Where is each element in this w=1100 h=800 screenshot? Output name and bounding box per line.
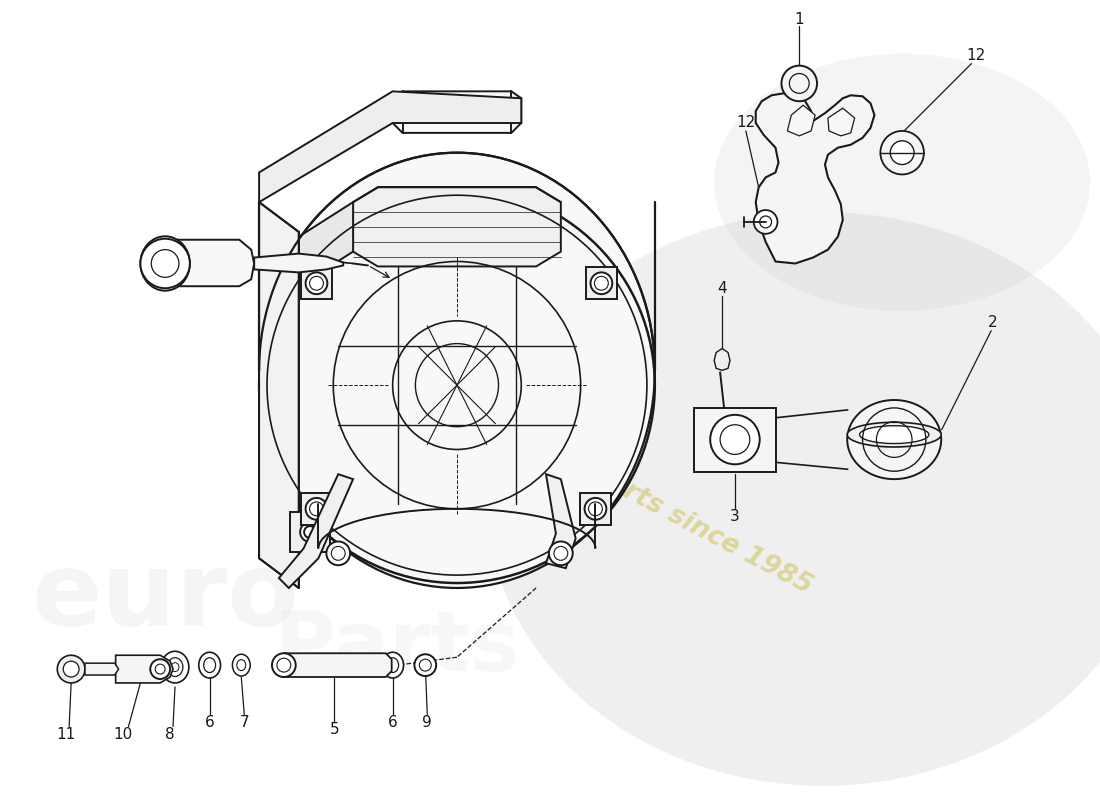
Circle shape: [300, 522, 320, 542]
Polygon shape: [85, 663, 119, 675]
Polygon shape: [694, 408, 776, 472]
Polygon shape: [165, 240, 254, 286]
Ellipse shape: [162, 651, 189, 683]
Circle shape: [584, 498, 606, 520]
Ellipse shape: [141, 236, 190, 290]
Circle shape: [141, 238, 190, 288]
Ellipse shape: [382, 652, 404, 678]
Polygon shape: [116, 655, 173, 683]
Text: passion for Parts since 1985: passion for Parts since 1985: [433, 379, 817, 599]
Text: Parts: Parts: [275, 607, 520, 688]
Text: 6: 6: [205, 715, 214, 730]
Text: 1: 1: [794, 12, 804, 26]
Circle shape: [880, 131, 924, 174]
Ellipse shape: [714, 54, 1090, 311]
Text: 9: 9: [422, 715, 432, 730]
Text: 4: 4: [717, 281, 727, 296]
Circle shape: [57, 655, 85, 683]
Text: 6: 6: [388, 715, 397, 730]
Circle shape: [415, 654, 437, 676]
Circle shape: [63, 661, 79, 677]
Polygon shape: [254, 254, 343, 272]
Polygon shape: [756, 94, 874, 263]
Text: 5: 5: [330, 722, 339, 737]
Ellipse shape: [859, 426, 928, 443]
Polygon shape: [290, 512, 330, 552]
Text: 8: 8: [165, 727, 175, 742]
Circle shape: [591, 272, 613, 294]
Polygon shape: [580, 493, 612, 525]
Ellipse shape: [199, 652, 220, 678]
Polygon shape: [260, 91, 521, 202]
Text: 7: 7: [240, 715, 249, 730]
Polygon shape: [546, 474, 575, 568]
Circle shape: [549, 542, 573, 566]
Polygon shape: [260, 202, 299, 588]
Polygon shape: [353, 187, 561, 266]
Circle shape: [327, 542, 350, 566]
Text: 12: 12: [736, 115, 756, 130]
Circle shape: [260, 187, 654, 583]
Circle shape: [272, 654, 296, 677]
Circle shape: [306, 272, 328, 294]
Polygon shape: [279, 474, 353, 588]
Text: 3: 3: [730, 510, 740, 524]
Circle shape: [306, 498, 328, 520]
Polygon shape: [828, 108, 855, 136]
Ellipse shape: [847, 400, 942, 479]
Ellipse shape: [260, 153, 654, 588]
Circle shape: [754, 210, 778, 234]
Circle shape: [781, 66, 817, 102]
Circle shape: [890, 141, 914, 165]
Polygon shape: [300, 493, 332, 525]
Text: 12: 12: [967, 48, 986, 63]
Circle shape: [711, 415, 760, 464]
Polygon shape: [585, 267, 617, 299]
Circle shape: [151, 659, 170, 679]
Text: 11: 11: [56, 727, 76, 742]
Ellipse shape: [232, 654, 250, 676]
Polygon shape: [393, 91, 521, 133]
Ellipse shape: [847, 422, 942, 447]
Ellipse shape: [486, 212, 1100, 786]
Polygon shape: [788, 105, 815, 136]
Polygon shape: [299, 202, 353, 286]
Text: 10: 10: [113, 727, 132, 742]
Text: euro: euro: [31, 547, 299, 648]
Polygon shape: [714, 349, 730, 370]
Polygon shape: [300, 267, 332, 299]
Text: 2: 2: [988, 315, 998, 330]
Polygon shape: [284, 654, 392, 677]
